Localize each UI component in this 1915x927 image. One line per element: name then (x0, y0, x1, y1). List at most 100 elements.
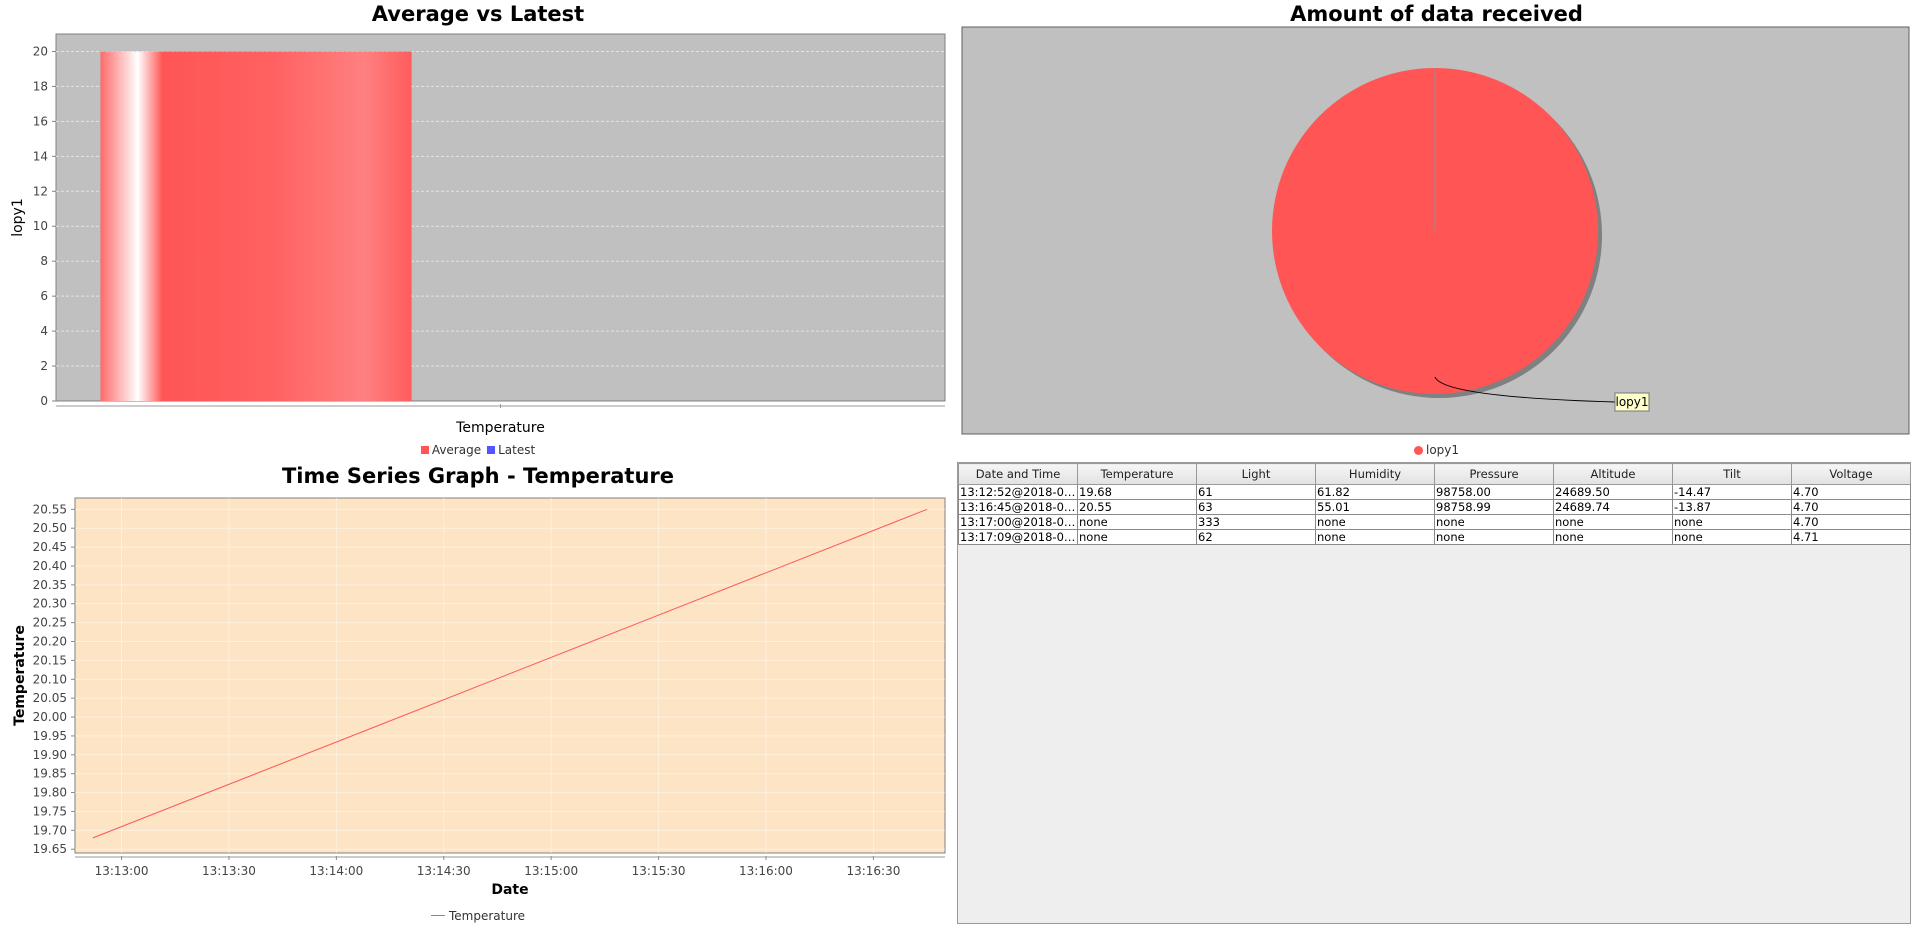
y-tick-label: 20.15 (33, 653, 67, 667)
table-cell[interactable]: none (1672, 529, 1792, 545)
table-cell[interactable]: 24689.50 (1553, 484, 1673, 500)
y-tick-label: 19.95 (33, 729, 67, 743)
y-tick-label: 4 (40, 324, 48, 338)
y-tick-label: 10 (33, 219, 48, 233)
legend-label: Average (431, 443, 482, 457)
x-axis-label: Date (491, 882, 528, 898)
table-cell[interactable]: 4.70 (1791, 499, 1911, 515)
y-tick-label: 19.80 (33, 786, 67, 800)
table-cell[interactable]: 13:16:45@2018-03... (958, 499, 1078, 515)
bar-chart-panel: Average vs Latest 0 2 4 6 8 10 12 14 16 18 20 Tempe… (0, 0, 950, 460)
line-chart: 13:13:00 13:13:30 13:14:00 13:14:30 13:15:00… (12, 497, 946, 898)
y-tick-label: 19.75 (33, 804, 67, 818)
y-tick-label: 0 (40, 394, 48, 408)
table-cell[interactable]: none (1077, 529, 1197, 545)
table-cell[interactable]: 61 (1196, 484, 1316, 500)
y-tick-label: 18 (33, 79, 48, 93)
y-tick-label: 12 (33, 184, 48, 198)
column-header[interactable]: Temperature (1077, 463, 1197, 485)
table-row[interactable]: 13:17:09@2018-03... none 62 none none none non… (958, 529, 1911, 545)
y-axis-label: Temperature (12, 625, 28, 726)
table-cell[interactable]: none (1077, 514, 1197, 530)
y-tick-label: 2 (40, 359, 48, 373)
table-cell[interactable]: 20.55 (1077, 499, 1197, 515)
table-cell[interactable]: -14.47 (1672, 484, 1792, 500)
pie-chart-panel: Amount of data received lopy1 lopy1 (958, 0, 1915, 460)
table-cell[interactable]: none (1315, 514, 1435, 530)
y-tick-label: 6 (40, 289, 48, 303)
x-tick-label: 13:16:30 (846, 864, 900, 878)
y-tick-label: 20.30 (33, 597, 67, 611)
table-cell[interactable]: 4.70 (1791, 484, 1911, 500)
column-header[interactable]: Humidity (1315, 463, 1435, 485)
table-cell[interactable]: 4.70 (1791, 514, 1911, 530)
table-cell[interactable]: 24689.74 (1553, 499, 1673, 515)
table-row[interactable]: 13:17:00@2018-03... none 333 none none none no… (958, 514, 1911, 530)
data-table[interactable]: Date and Time Temperature Light Humidity Pre… (958, 463, 1911, 545)
legend-swatch (430, 915, 445, 916)
y-tick-label: 20.05 (33, 691, 67, 705)
column-header[interactable]: Voltage (1791, 463, 1911, 485)
legend-label: Temperature (448, 908, 525, 923)
table-row[interactable]: 13:12:52@2018-03... 19.68 61 61.82 98758.00 2… (958, 484, 1911, 500)
table-row[interactable]: 13:16:45@2018-03... 20.55 63 55.01 98758.99 2… (958, 499, 1911, 515)
table-cell[interactable]: 98758.99 (1434, 499, 1554, 515)
pie-slice-label: lopy1 (1615, 395, 1648, 409)
x-tick-label: 13:15:30 (632, 864, 686, 878)
bar-average (100, 51, 412, 401)
table-cell[interactable]: none (1553, 514, 1673, 530)
x-category-label: Temperature (455, 420, 545, 436)
table-cell[interactable]: none (1553, 529, 1673, 545)
column-header[interactable]: Date and Time (958, 463, 1078, 485)
bar_chart-legend-item: Average (420, 443, 482, 457)
pie-chart-legend: lopy1 (958, 443, 1915, 458)
table-cell[interactable]: 63 (1196, 499, 1316, 515)
column-header[interactable]: Altitude (1553, 463, 1673, 485)
series-line-temperature (92, 508, 928, 839)
data-table-panel[interactable]: Date and Time Temperature Light Humidity Pre… (957, 462, 1911, 924)
y-tick-label: 20.20 (33, 635, 67, 649)
column-header[interactable]: Pressure (1434, 463, 1554, 485)
table-cell[interactable]: 333 (1196, 514, 1316, 530)
table-cell[interactable]: 13:17:09@2018-03... (958, 529, 1078, 545)
legend-swatch (487, 446, 496, 454)
table-cell[interactable]: 4.71 (1791, 529, 1911, 545)
table-cell[interactable]: none (1315, 529, 1435, 545)
table-cell[interactable]: 19.68 (1077, 484, 1197, 500)
table-cell[interactable]: 62 (1196, 529, 1316, 545)
y-tick-label: 20.00 (33, 710, 67, 724)
table-cell[interactable]: 13:12:52@2018-03... (958, 484, 1078, 500)
line-plot-area (74, 497, 946, 854)
y-tick-label: 19.70 (33, 823, 67, 837)
table-header-row: Date and Time Temperature Light Humidity Pre… (958, 463, 1911, 485)
x-tick-label: 13:14:30 (417, 864, 471, 878)
column-header[interactable]: Tilt (1672, 463, 1792, 485)
y-tick-label: 20.10 (33, 672, 67, 686)
bar_chart-legend-item: Latest (487, 443, 535, 457)
y-tick-label: 14 (33, 149, 48, 163)
table-cell[interactable]: none (1672, 514, 1792, 530)
bar-chart: 0 2 4 6 8 10 12 14 16 18 20 Temperature lopy1 (10, 33, 946, 436)
table-cell[interactable]: -13.87 (1672, 499, 1792, 515)
y-tick-label: 20.55 (33, 502, 67, 516)
table-cell[interactable]: 13:17:00@2018-03... (958, 514, 1078, 530)
table-cell[interactable]: 61.82 (1315, 484, 1435, 500)
y-tick-label: 20.45 (33, 540, 67, 554)
legend-swatch (1413, 445, 1423, 455)
column-header[interactable]: Light (1196, 463, 1316, 485)
table-cell[interactable]: 55.01 (1315, 499, 1435, 515)
y-tick-label: 20.35 (33, 578, 67, 592)
y-tick-label: 20.40 (33, 559, 67, 573)
table-cell[interactable]: none (1434, 529, 1554, 545)
y-tick-label: 20.25 (33, 616, 67, 630)
table-cell[interactable]: 98758.00 (1434, 484, 1554, 500)
line_chart-legend-item: Temperature (430, 908, 525, 923)
y-tick-label: 19.90 (33, 748, 67, 762)
table-cell[interactable]: none (1434, 514, 1554, 530)
pie-slice-label-box (1614, 392, 1650, 412)
bar-chart-title: Average vs Latest (371, 2, 585, 26)
y-tick-label: 16 (33, 114, 48, 128)
bar-chart-legend: Average Latest (0, 443, 956, 457)
line-chart-panel: Time Series Graph - Temperature 13:13:00… (0, 462, 956, 927)
pie-label-leader (1434, 376, 1616, 403)
